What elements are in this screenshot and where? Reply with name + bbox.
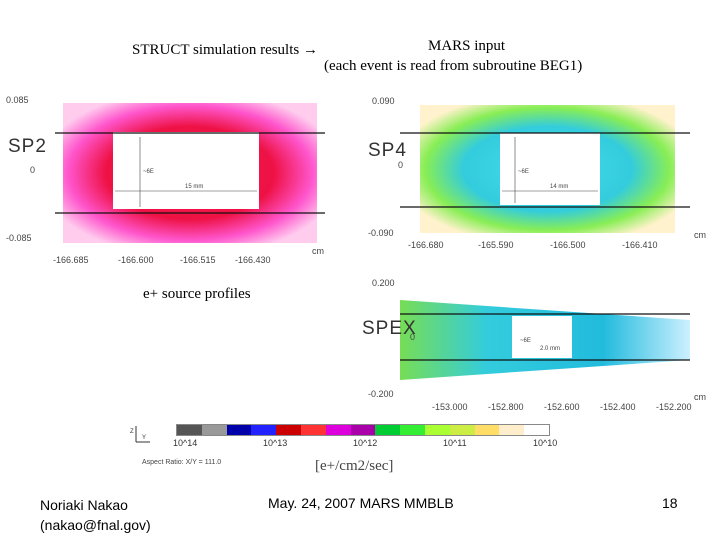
svg-text:Y: Y — [142, 435, 146, 441]
sp2-x-tick-1: -166.685 — [53, 255, 89, 265]
spex-x-unit: cm — [694, 392, 706, 402]
spex-target-window — [512, 316, 572, 358]
spex-y-mid: 0 — [410, 332, 416, 342]
colorbar-swatch — [350, 425, 376, 435]
spex-height-annotation: ~6E — [520, 338, 531, 344]
sp2-x-tick-3: -166.515 — [180, 255, 216, 265]
colorbar-aspect: Aspect Ratio: X/Y = 111.0 — [142, 459, 222, 466]
svg-text:Z: Z — [130, 429, 134, 435]
colorbar-swatch — [226, 425, 252, 435]
colorbar-unit: [e+/cm2/sec] — [315, 458, 394, 474]
axis-icon: Z Y — [130, 426, 150, 443]
footer-author: Noriaki Nakao (nakao@fnal.gov) — [40, 495, 151, 535]
sp4-width-annotation: 14 mm — [550, 184, 568, 190]
sp4-y-bottom: -0.090 — [368, 228, 394, 238]
spex-heatmap: ~6E 2.0 mm — [400, 300, 690, 380]
spex-x-tick-5: -152.200 — [656, 402, 692, 412]
colorbar-swatch — [276, 425, 301, 435]
footer-date: May. 24, 2007 MARS MMBLB — [268, 495, 454, 511]
sp4-y-mid: 0 — [398, 160, 404, 170]
title-left: STRUCT simulation results → — [132, 42, 318, 58]
colorbar-strip — [176, 424, 550, 436]
sp4-name: SP4 — [368, 140, 407, 161]
colorbar-swatch — [499, 425, 525, 435]
colorbar-swatch — [424, 425, 450, 435]
subtitle-right: (each event is read from subroutine BEG1… — [324, 58, 583, 74]
spex-y-top: 0.200 — [372, 278, 395, 288]
colorbar-swatch — [177, 425, 202, 435]
colorbar-swatch — [449, 425, 475, 435]
colorbar-swatch — [201, 425, 227, 435]
sp2-target-window — [113, 132, 259, 209]
colorbar-swatch — [300, 425, 326, 435]
colorbar-tick-5: 10^10 — [533, 438, 558, 448]
sp4-height-annotation: ~6E — [518, 169, 529, 175]
sp4-heatmap: ~6E 14 mm — [400, 105, 690, 233]
footer-author-name: Noriaki Nakao — [40, 497, 128, 513]
spex-width-annotation: 2.0 mm — [540, 346, 560, 352]
sp4-y-top: 0.090 — [372, 96, 395, 106]
plot-sp4: ~6E 14 mm SP4 0.090 0 -0.090 -166.680 -1… — [360, 90, 720, 260]
sp2-width-annotation: 15 mm — [185, 184, 203, 190]
sp2-heatmap: ~6E 15 mm — [55, 103, 325, 243]
spex-x-tick-1: -153.000 — [432, 402, 468, 412]
colorbar-swatch — [524, 425, 549, 435]
spex-x-tick-2: -152.800 — [488, 402, 524, 412]
sp4-x-tick-1: -166.680 — [408, 240, 444, 250]
sp2-name: SP2 — [8, 136, 47, 157]
plot-spex: ~6E 2.0 mm SPEX 0.200 0 -0.200 -153.000 … — [360, 272, 720, 417]
colorbar-swatch — [375, 425, 401, 435]
footer-author-email: (nakao@fnal.gov) — [40, 517, 151, 533]
colorbar-tick-1: 10^14 — [173, 438, 198, 448]
spex-name: SPEX — [362, 318, 417, 339]
colorbar-swatch — [251, 425, 277, 435]
title-right: MARS input — [428, 38, 506, 54]
sp2-y-bottom: -0.085 — [6, 233, 32, 243]
spex-x-tick-3: -152.600 — [544, 402, 580, 412]
plot-sp2: ~6E 15 mm SP2 0.085 0 -0.085 -166.685 -1… — [0, 90, 330, 270]
colorbar-tick-4: 10^11 — [443, 438, 467, 448]
sp2-y-mid: 0 — [30, 165, 36, 175]
sp2-height-annotation: ~6E — [143, 169, 154, 175]
colorbar: Z Y 10^14 10^13 10^12 10^11 10^10 — [128, 424, 568, 464]
colorbar-swatch — [474, 425, 500, 435]
colorbar-tick-3: 10^12 — [353, 438, 378, 448]
colorbar-swatch — [325, 425, 351, 435]
sp4-x-unit: cm — [694, 230, 706, 240]
spex-x-tick-4: -152.400 — [600, 402, 636, 412]
sp4-x-tick-3: -166.500 — [550, 240, 586, 250]
footer-page-number: 18 — [662, 495, 678, 511]
spex-y-bottom: -0.200 — [368, 389, 394, 399]
sp2-x-tick-2: -166.600 — [118, 255, 154, 265]
sp2-x-unit: cm — [312, 246, 324, 256]
sp4-x-tick-2: -165.590 — [478, 240, 514, 250]
colorbar-tick-2: 10^13 — [263, 438, 288, 448]
sp4-target-window — [500, 133, 600, 205]
colorbar-swatch — [400, 425, 425, 435]
sp2-x-tick-4: -166.430 — [235, 255, 271, 265]
sp4-x-tick-4: -166.410 — [622, 240, 658, 250]
sp2-y-top: 0.085 — [6, 95, 29, 105]
source-caption: e+ source profiles — [143, 286, 251, 302]
